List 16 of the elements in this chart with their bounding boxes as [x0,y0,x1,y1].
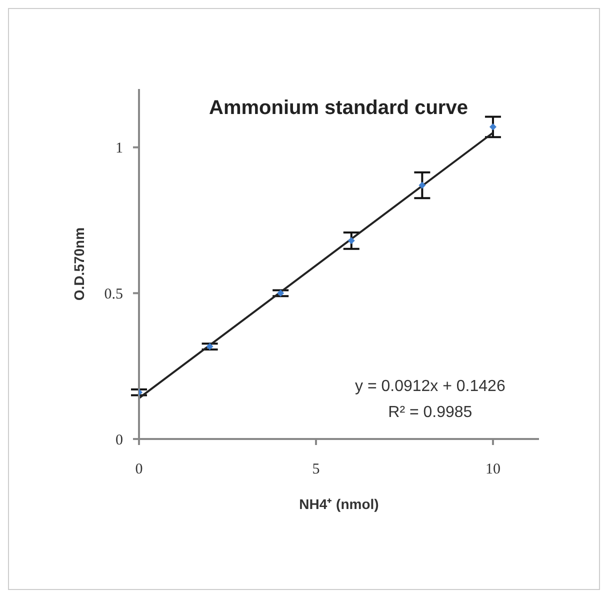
annotation: R² = 0.9985 [387,403,474,423]
x-axis-title: NH4⁺ (nmol) [299,496,379,512]
annotation: y = 0.0912x + 0.1426 [355,377,506,397]
x-tick-label: 10 [485,462,500,478]
point [277,290,284,297]
point [418,182,426,189]
point [489,123,496,130]
x-tick-label: 5 [312,462,320,478]
y-axis-title: O.D.570nm [70,227,87,301]
y-tick-label: 1 [116,140,123,157]
x-tick-label: 0 [135,462,143,478]
point [348,237,355,244]
chart-title: Ammonium standard curve [209,97,469,120]
y-tick-label: 0.5 [104,286,123,302]
y-tick-label: 0 [116,432,123,448]
point [206,343,214,350]
